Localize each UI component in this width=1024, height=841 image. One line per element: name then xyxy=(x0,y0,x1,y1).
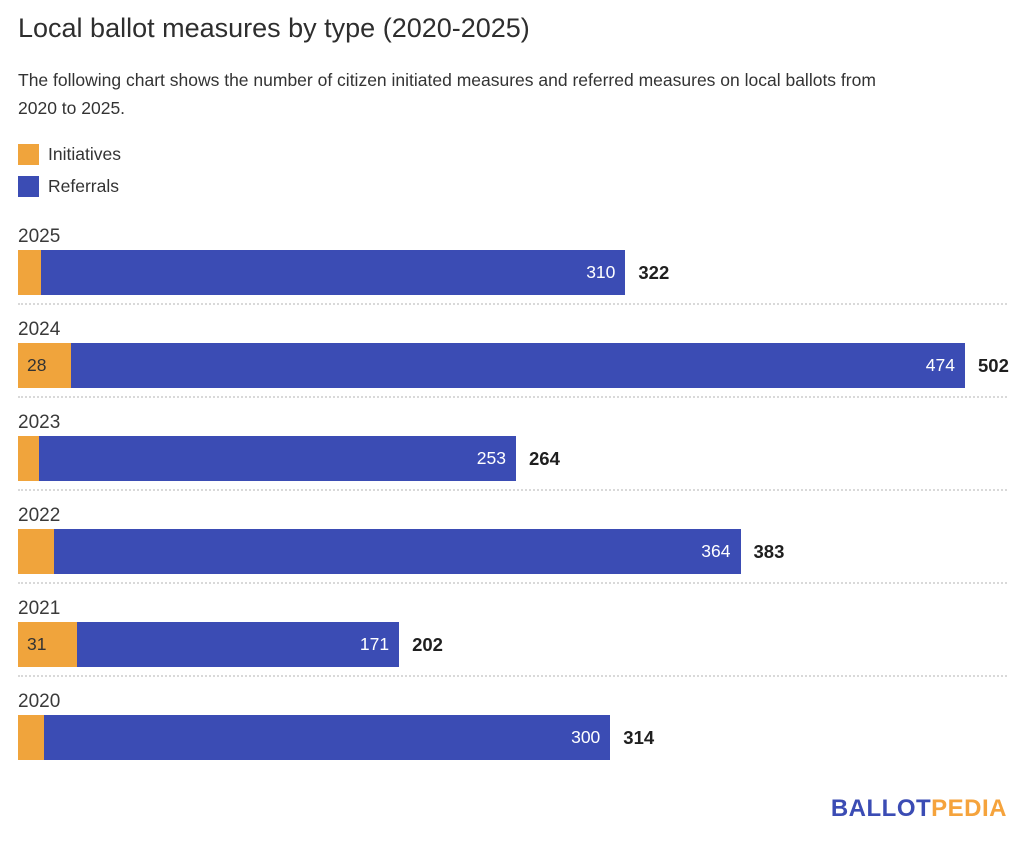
total-label: 383 xyxy=(753,540,785,562)
bar-line: 31 171 202 xyxy=(18,622,1007,667)
logo-pedia-text: PEDIA xyxy=(931,795,1007,822)
legend-label-referrals: Referrals xyxy=(48,176,119,196)
footer: BALLOTPEDIA xyxy=(18,794,1007,824)
stacked-bar: 364 xyxy=(18,529,741,574)
total-label: 502 xyxy=(978,354,1009,376)
initiatives-value-label: 31 xyxy=(27,634,47,654)
row-separator xyxy=(18,675,1007,677)
stacked-bar: 310 xyxy=(18,250,626,295)
subtitle-line-2: 2020 to 2025. xyxy=(18,98,126,118)
bar-line: 253 264 xyxy=(18,436,1007,481)
legend-item-initiatives: Initiatives xyxy=(18,144,1007,165)
chart-container: Local ballot measures by type (2020-2025… xyxy=(18,13,1009,824)
year-label: 2022 xyxy=(18,505,61,526)
page-title: Local ballot measures by type (2020-2025… xyxy=(18,13,530,43)
referrals-segment: 300 xyxy=(44,715,611,760)
initiatives-segment: 31 xyxy=(18,622,77,667)
bar-line: 310 322 xyxy=(18,250,1007,295)
legend: Initiatives Referrals xyxy=(18,144,1007,197)
year-label: 2025 xyxy=(18,226,61,247)
chart-row: 2023 253 264 xyxy=(18,410,1007,481)
legend-label-initiatives: Initiatives xyxy=(48,144,121,164)
chart-row: 2021 31 171 202 xyxy=(18,596,1007,667)
total-label: 264 xyxy=(529,447,560,469)
initiatives-value-label: 28 xyxy=(27,355,47,375)
chart-subtitle: The following chart shows the number of … xyxy=(18,66,1007,122)
stacked-bar: 300 xyxy=(18,715,611,760)
bar-line: 364 383 xyxy=(18,529,1007,574)
referrals-value-label: 171 xyxy=(359,634,390,654)
referrals-segment: 171 xyxy=(76,622,400,667)
bar-line: 300 314 xyxy=(18,715,1007,760)
year-label: 2024 xyxy=(18,319,61,340)
initiatives-segment: 28 xyxy=(18,343,71,388)
bar-chart: 2025 310 322 2024 28 474 502 2023 253 264 2022 364 3… xyxy=(18,224,1009,760)
total-label: 314 xyxy=(623,726,655,748)
initiatives-segment xyxy=(18,715,45,760)
row-separator xyxy=(18,489,1007,491)
logo-ballot-text: BALLOT xyxy=(830,795,932,822)
referrals-segment: 364 xyxy=(53,529,741,574)
stacked-bar: 31 171 xyxy=(18,622,400,667)
subtitle-line-1: The following chart shows the number of … xyxy=(18,70,876,90)
total-label: 202 xyxy=(412,633,443,655)
referrals-segment: 474 xyxy=(70,343,965,388)
legend-item-referrals: Referrals xyxy=(18,176,1007,197)
chart-row: 2025 310 322 xyxy=(18,224,1007,295)
initiatives-swatch-icon xyxy=(18,144,39,165)
year-label: 2020 xyxy=(18,691,61,712)
initiatives-segment xyxy=(18,529,54,574)
referrals-value-label: 364 xyxy=(701,541,731,561)
row-separator xyxy=(18,582,1007,584)
year-label: 2023 xyxy=(18,412,61,433)
ballotpedia-logo: BALLOTPEDIA xyxy=(831,795,1007,822)
year-label: 2021 xyxy=(18,598,61,619)
stacked-bar: 253 xyxy=(18,436,516,481)
chart-row: 2024 28 474 502 xyxy=(18,317,1009,388)
referrals-value-label: 300 xyxy=(571,727,601,747)
bar-line: 28 474 502 xyxy=(18,343,1009,388)
referrals-value-label: 310 xyxy=(586,262,616,282)
referrals-segment: 310 xyxy=(40,250,626,295)
initiatives-segment xyxy=(18,250,41,295)
referrals-swatch-icon xyxy=(18,176,39,197)
referrals-value-label: 253 xyxy=(476,448,506,468)
initiatives-segment xyxy=(18,436,39,481)
row-separator xyxy=(18,396,1007,398)
referrals-segment: 253 xyxy=(38,436,516,481)
chart-row: 2022 364 383 xyxy=(18,503,1007,574)
row-separator xyxy=(18,303,1007,305)
total-label: 322 xyxy=(638,261,670,283)
stacked-bar: 28 474 xyxy=(18,343,965,388)
referrals-value-label: 474 xyxy=(925,355,955,375)
chart-row: 2020 300 314 xyxy=(18,689,1007,760)
